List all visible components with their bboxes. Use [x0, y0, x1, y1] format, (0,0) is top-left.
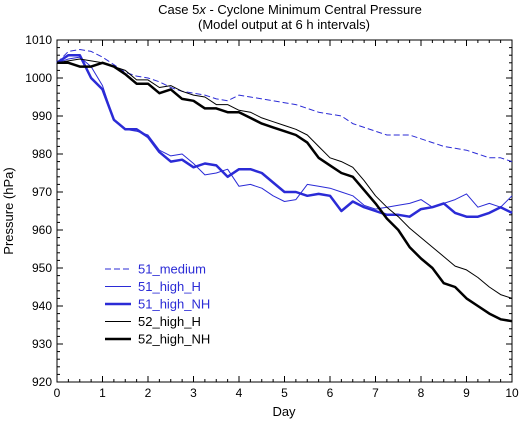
chart-title: Case 5x - Cyclone Minimum Central Pressu… — [158, 2, 422, 17]
legend-label-51-high-H: 51_high_H — [138, 279, 201, 294]
x-tick-label: 0 — [54, 386, 61, 400]
series-line-52-high-H — [56, 58, 513, 299]
y-tick-label: 1000 — [25, 71, 52, 85]
x-tick-label: 4 — [236, 386, 243, 400]
x-tick-label: 2 — [145, 386, 152, 400]
y-tick-label: 980 — [32, 147, 52, 161]
x-tick-label: 6 — [327, 386, 334, 400]
chart-title-group: Case 5x - Cyclone Minimum Central Pressu… — [158, 2, 422, 32]
x-tick-label: 9 — [463, 386, 470, 400]
x-tick-label: 3 — [190, 386, 197, 400]
x-tick-label: 1 — [99, 386, 106, 400]
chart-subtitle: (Model output at 6 h intervals) — [198, 17, 370, 32]
y-tick-label: 960 — [32, 223, 52, 237]
series-line-52-high-NH — [57, 61, 513, 323]
y-tick-label: 930 — [32, 337, 52, 351]
plot-lines — [56, 49, 513, 323]
y-axis-label: Pressure (hPa) — [1, 167, 16, 254]
x-tick-label: 8 — [418, 386, 425, 400]
plot-frame — [56, 39, 513, 383]
x-axis-label: Day — [272, 404, 296, 419]
series-line-51-medium — [56, 49, 513, 163]
legend: 51_medium 51_high_H 51_high_NH 52_high_H 52_… — [105, 262, 210, 347]
y-tick-label: 970 — [32, 185, 52, 199]
y-tick-label: 920 — [32, 375, 52, 389]
legend-label-51-high-NH: 51_high_NH — [138, 297, 210, 312]
x-tick-label: 10 — [505, 386, 519, 400]
y-tick-label: 1010 — [25, 33, 52, 47]
y-tick-label: 990 — [32, 109, 52, 123]
y-tick-label: 940 — [32, 299, 52, 313]
x-tick-label: 7 — [372, 386, 379, 400]
legend-label-51-medium: 51_medium — [138, 262, 206, 277]
series-line-51-high-NH — [56, 53, 513, 218]
x-tick-label: 5 — [281, 386, 288, 400]
axes: 0 1 2 3 4 5 6 7 8 9 109209309409509609709809901000… — [25, 33, 519, 400]
y-tick-label: 950 — [32, 261, 52, 275]
series-line-51-high-H — [56, 56, 513, 210]
legend-label-52-high-H: 52_high_H — [138, 314, 201, 329]
legend-label-52-high-NH: 52_high_NH — [138, 332, 210, 347]
